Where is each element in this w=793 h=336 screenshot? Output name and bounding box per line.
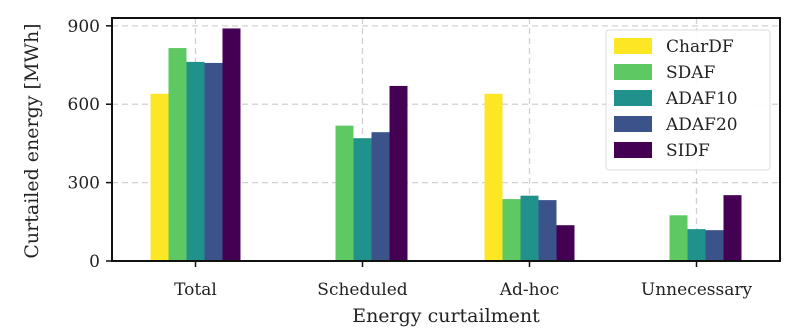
y-tick-label: 600 <box>68 95 100 115</box>
bar-sdaf-scheduled <box>335 125 354 261</box>
legend-label: SIDF <box>666 141 710 161</box>
bar-adaf10-scheduled <box>353 138 372 261</box>
legend-label: CharDF <box>666 37 734 57</box>
bar-sidf-scheduled <box>389 85 408 261</box>
plot-frame <box>111 17 781 262</box>
bar-chardf-total <box>150 93 169 261</box>
x-tick-label: Scheduled <box>317 280 408 300</box>
bar-sdaf-ad-hoc <box>502 199 521 261</box>
bar-sidf-ad-hoc <box>556 225 575 261</box>
legend-swatch <box>614 64 652 80</box>
legend-swatch <box>614 142 652 158</box>
bar-adaf10-unnecessary <box>687 229 706 261</box>
bar-sidf-total <box>222 28 241 261</box>
bar-sidf-unnecessary <box>723 195 742 261</box>
legend-label: ADAF20 <box>665 115 738 135</box>
bars <box>150 28 742 261</box>
x-axis-ticks: Total Scheduled Ad-hoc Unnecessary <box>174 261 752 300</box>
bar-adaf20-ad-hoc <box>538 200 557 261</box>
y-tick-label: 0 <box>89 252 100 272</box>
bar-adaf10-total <box>186 61 205 261</box>
y-axis-ticks: 0 300 600 900 <box>68 17 112 272</box>
y-tick-label: 900 <box>68 17 100 37</box>
bar-adaf10-ad-hoc <box>520 195 539 261</box>
legend-label: ADAF10 <box>665 89 738 109</box>
bar-sdaf-unnecessary <box>669 215 688 261</box>
legend-label: SDAF <box>666 63 716 83</box>
x-tick-label: Ad-hoc <box>499 280 560 300</box>
legend-swatch <box>614 38 652 54</box>
x-axis-title: Energy curtailment <box>352 305 540 327</box>
y-axis-title: Curtailed energy [MWh] <box>21 23 43 258</box>
x-tick-label: Unnecessary <box>641 280 753 300</box>
x-tick-label: Total <box>174 280 217 300</box>
legend-swatch <box>614 116 652 132</box>
legend: CharDF SDAF ADAF10 ADAF20 SIDF <box>605 29 771 171</box>
y-tick-label: 300 <box>68 174 100 194</box>
bar-adaf20-scheduled <box>371 132 390 261</box>
bar-adaf20-unnecessary <box>705 230 724 261</box>
legend-swatch <box>614 90 652 106</box>
bar-sdaf-total <box>168 48 187 261</box>
bar-adaf20-total <box>204 62 223 261</box>
bar-chardf-ad-hoc <box>484 93 503 261</box>
